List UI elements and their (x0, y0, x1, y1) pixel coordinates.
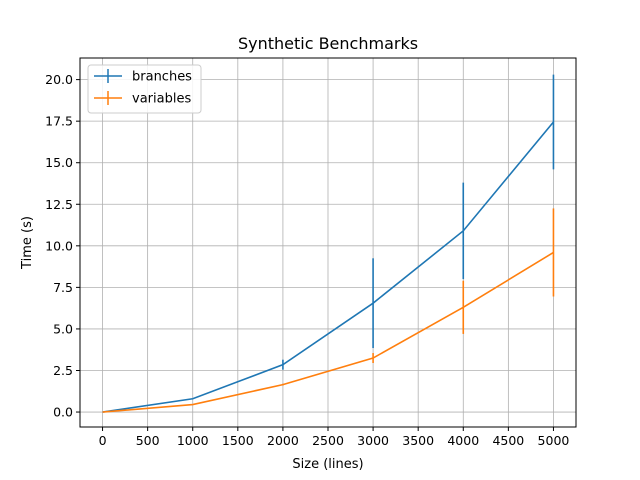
legend-entry-branches: branches (94, 69, 192, 85)
x-tick-label: 4500 (492, 433, 524, 448)
y-tick-label: 15.0 (45, 155, 73, 170)
series-branches (102, 74, 555, 413)
ticks: 0 500 1000 1500 2000 2500 3000 3500 4000 4500 5000… (45, 72, 569, 448)
y-tick-label: 5.0 (53, 321, 73, 336)
legend-box (87, 64, 202, 114)
y-tick-label: 20.0 (45, 72, 73, 87)
y-tick-label: 10.0 (45, 238, 73, 253)
series-variables (102, 208, 555, 413)
x-tick-label: 1500 (222, 433, 254, 448)
x-tick-label: 3000 (357, 433, 389, 448)
y-axis-label: Time (s) (20, 216, 35, 270)
legend-label-branches: branches (132, 70, 192, 85)
x-axis-label: Size (lines) (292, 457, 363, 472)
series-line-branches (102, 121, 555, 413)
y-tick-label: 12.5 (45, 197, 73, 212)
y-tick-label: 17.5 (45, 114, 73, 129)
x-tick-label: 2500 (312, 433, 344, 448)
y-tick-label: 0.0 (53, 405, 73, 420)
x-tick-label: 2000 (267, 433, 299, 448)
x-tick-label: 500 (136, 433, 160, 448)
x-tick-label: 4000 (447, 433, 479, 448)
legend-entry-variables: variables (94, 91, 191, 107)
series-line-variables (102, 251, 554, 413)
legend-label-variables: variables (132, 92, 191, 107)
y-tick-label: 7.5 (53, 280, 73, 295)
series-layer (102, 74, 555, 413)
y-tick-label: 2.5 (53, 363, 73, 378)
x-tick-label: 0 (99, 433, 107, 448)
chart-title: Synthetic Benchmarks (238, 34, 418, 53)
x-tick-label: 3500 (402, 433, 434, 448)
x-tick-label: 5000 (538, 433, 570, 448)
legend: branches variables (87, 64, 202, 114)
x-tick-label: 1000 (177, 433, 209, 448)
